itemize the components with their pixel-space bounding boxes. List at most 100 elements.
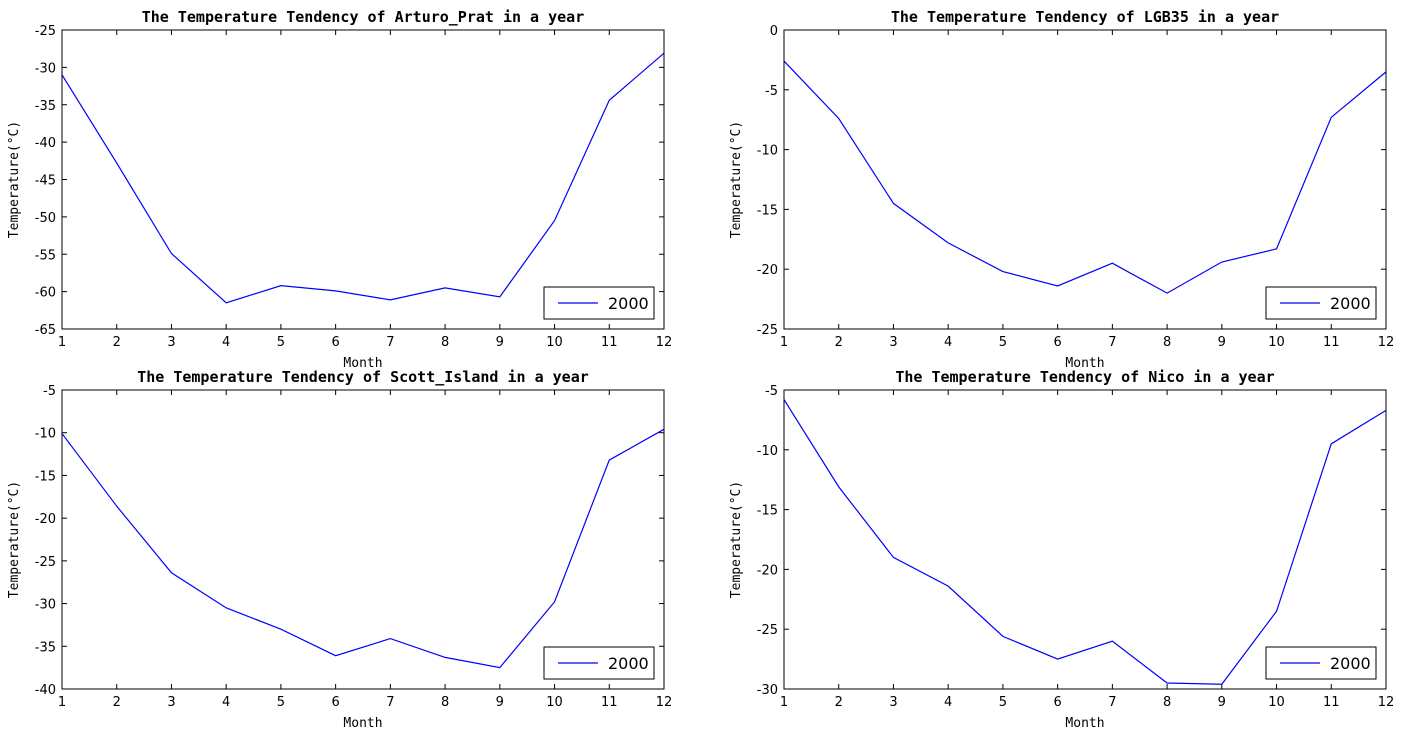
x-tick-label: 1 xyxy=(58,695,66,710)
x-tick-label: 6 xyxy=(1053,335,1061,350)
x-tick-label: 9 xyxy=(496,335,504,350)
x-tick-label: 8 xyxy=(1163,695,1171,710)
y-tick-label: -35 xyxy=(35,99,56,114)
x-tick-label: 5 xyxy=(277,335,285,350)
x-axis-label: Month xyxy=(343,716,382,731)
x-tick-label: 7 xyxy=(386,335,394,350)
x-tick-label: 11 xyxy=(601,695,618,710)
x-tick-label: 8 xyxy=(441,695,449,710)
y-tick-label: -20 xyxy=(757,563,778,578)
plot-frame xyxy=(61,389,665,690)
y-tick-label: -55 xyxy=(35,248,56,263)
subplot-nico: The Temperature Tendency of Nico in a ye… xyxy=(729,368,1394,731)
y-tick-label: -15 xyxy=(757,504,778,519)
x-tick-label: 4 xyxy=(222,695,230,710)
y-tick-label: -10 xyxy=(757,444,778,459)
subplot-scott-island: The Temperature Tendency of Scott_Island… xyxy=(7,368,672,731)
y-axis-label: Temperature(°C) xyxy=(7,481,22,598)
chart-title: The Temperature Tendency of Scott_Island… xyxy=(137,368,589,386)
x-tick-label: 4 xyxy=(944,335,952,350)
x-tick-label: 1 xyxy=(780,335,788,350)
x-tick-label: 1 xyxy=(58,335,66,350)
x-tick-label: 2 xyxy=(835,695,843,710)
y-tick-label: -30 xyxy=(35,61,56,76)
x-tick-label: 7 xyxy=(1108,695,1116,710)
y-tick-label: -25 xyxy=(757,623,778,638)
legend: 2000 xyxy=(543,646,655,680)
x-tick-label: 8 xyxy=(1163,335,1171,350)
y-axis-label: Temperature(°C) xyxy=(729,121,744,238)
x-tick-label: 12 xyxy=(656,695,673,710)
chart-title: The Temperature Tendency of Nico in a ye… xyxy=(895,368,1274,386)
chart-title: The Temperature Tendency of Arturo_Prat … xyxy=(142,8,585,26)
x-tick-label: 5 xyxy=(999,695,1007,710)
x-tick-label: 10 xyxy=(1268,335,1285,350)
x-tick-label: 3 xyxy=(167,695,175,710)
legend: 2000 xyxy=(1265,646,1377,680)
plot-frame xyxy=(61,29,665,330)
y-tick-label: -20 xyxy=(757,263,778,278)
x-tick-label: 5 xyxy=(277,695,285,710)
plot-frame xyxy=(783,29,1387,330)
chart-title: The Temperature Tendency of LGB35 in a y… xyxy=(891,8,1279,26)
y-tick-label: -25 xyxy=(35,24,56,39)
tick-group: 1 2 3 4 5 6 7 8 9 10 11 12-25-30-35-40-45-50-55-60-… xyxy=(35,24,673,350)
y-tick-label: -15 xyxy=(757,203,778,218)
y-tick-label: -15 xyxy=(35,469,56,484)
x-tick-label: 11 xyxy=(1323,335,1340,350)
x-tick-label: 3 xyxy=(167,335,175,350)
legend-label: 2000 xyxy=(1330,294,1371,313)
y-tick-label: -25 xyxy=(757,323,778,338)
series-line-2000 xyxy=(61,428,665,669)
y-tick-label: -35 xyxy=(35,640,56,655)
tick-group: 1 2 3 4 5 6 7 8 9 10 11 120-5-10-15-20-25 xyxy=(757,24,1395,350)
y-tick-label: -5 xyxy=(43,384,56,399)
x-tick-label: 12 xyxy=(1378,335,1395,350)
legend: 2000 xyxy=(543,286,655,320)
x-tick-label: 4 xyxy=(222,335,230,350)
y-tick-label: -50 xyxy=(35,211,56,226)
x-tick-label: 2 xyxy=(835,335,843,350)
x-tick-label: 2 xyxy=(113,695,121,710)
x-axis-label: Month xyxy=(343,356,382,371)
x-tick-label: 6 xyxy=(331,335,339,350)
y-tick-label: 0 xyxy=(770,24,778,39)
x-tick-label: 11 xyxy=(1323,695,1340,710)
x-tick-label: 9 xyxy=(1218,335,1226,350)
legend-label: 2000 xyxy=(608,654,649,673)
x-axis-label: Month xyxy=(1065,356,1104,371)
y-tick-label: -30 xyxy=(757,683,778,698)
y-tick-label: -25 xyxy=(35,555,56,570)
legend: 2000 xyxy=(1265,286,1377,320)
legend-label: 2000 xyxy=(608,294,649,313)
legend-label: 2000 xyxy=(1330,654,1371,673)
y-tick-label: -10 xyxy=(757,144,778,159)
tick-group: 1 2 3 4 5 6 7 8 9 10 11 12-5-10-15-20-25-30 xyxy=(757,384,1395,710)
plot-frame xyxy=(783,389,1387,690)
x-tick-label: 11 xyxy=(601,335,618,350)
y-tick-label: -60 xyxy=(35,286,56,301)
x-tick-label: 2 xyxy=(113,335,121,350)
x-tick-label: 6 xyxy=(1053,695,1061,710)
series-line-2000 xyxy=(783,399,1387,685)
x-tick-label: 6 xyxy=(331,695,339,710)
x-tick-label: 10 xyxy=(1268,695,1285,710)
tick-group: 1 2 3 4 5 6 7 8 9 10 11 12-5-10-15-20-25-30-35-40 xyxy=(35,384,673,710)
y-tick-label: -5 xyxy=(765,384,778,399)
y-tick-label: -40 xyxy=(35,136,56,151)
x-tick-label: 9 xyxy=(1218,695,1226,710)
x-tick-label: 7 xyxy=(386,695,394,710)
x-axis-label: Month xyxy=(1065,716,1104,731)
x-tick-label: 12 xyxy=(656,335,673,350)
x-tick-label: 5 xyxy=(999,335,1007,350)
x-tick-label: 10 xyxy=(546,335,563,350)
x-tick-label: 3 xyxy=(889,335,897,350)
series-line-2000 xyxy=(61,52,665,304)
x-tick-label: 3 xyxy=(889,695,897,710)
x-tick-label: 12 xyxy=(1378,695,1395,710)
subplot-arturo-prat: The Temperature Tendency of Arturo_Prat … xyxy=(7,8,672,371)
y-tick-label: -20 xyxy=(35,512,56,527)
x-tick-label: 9 xyxy=(496,695,504,710)
y-tick-label: -40 xyxy=(35,683,56,698)
